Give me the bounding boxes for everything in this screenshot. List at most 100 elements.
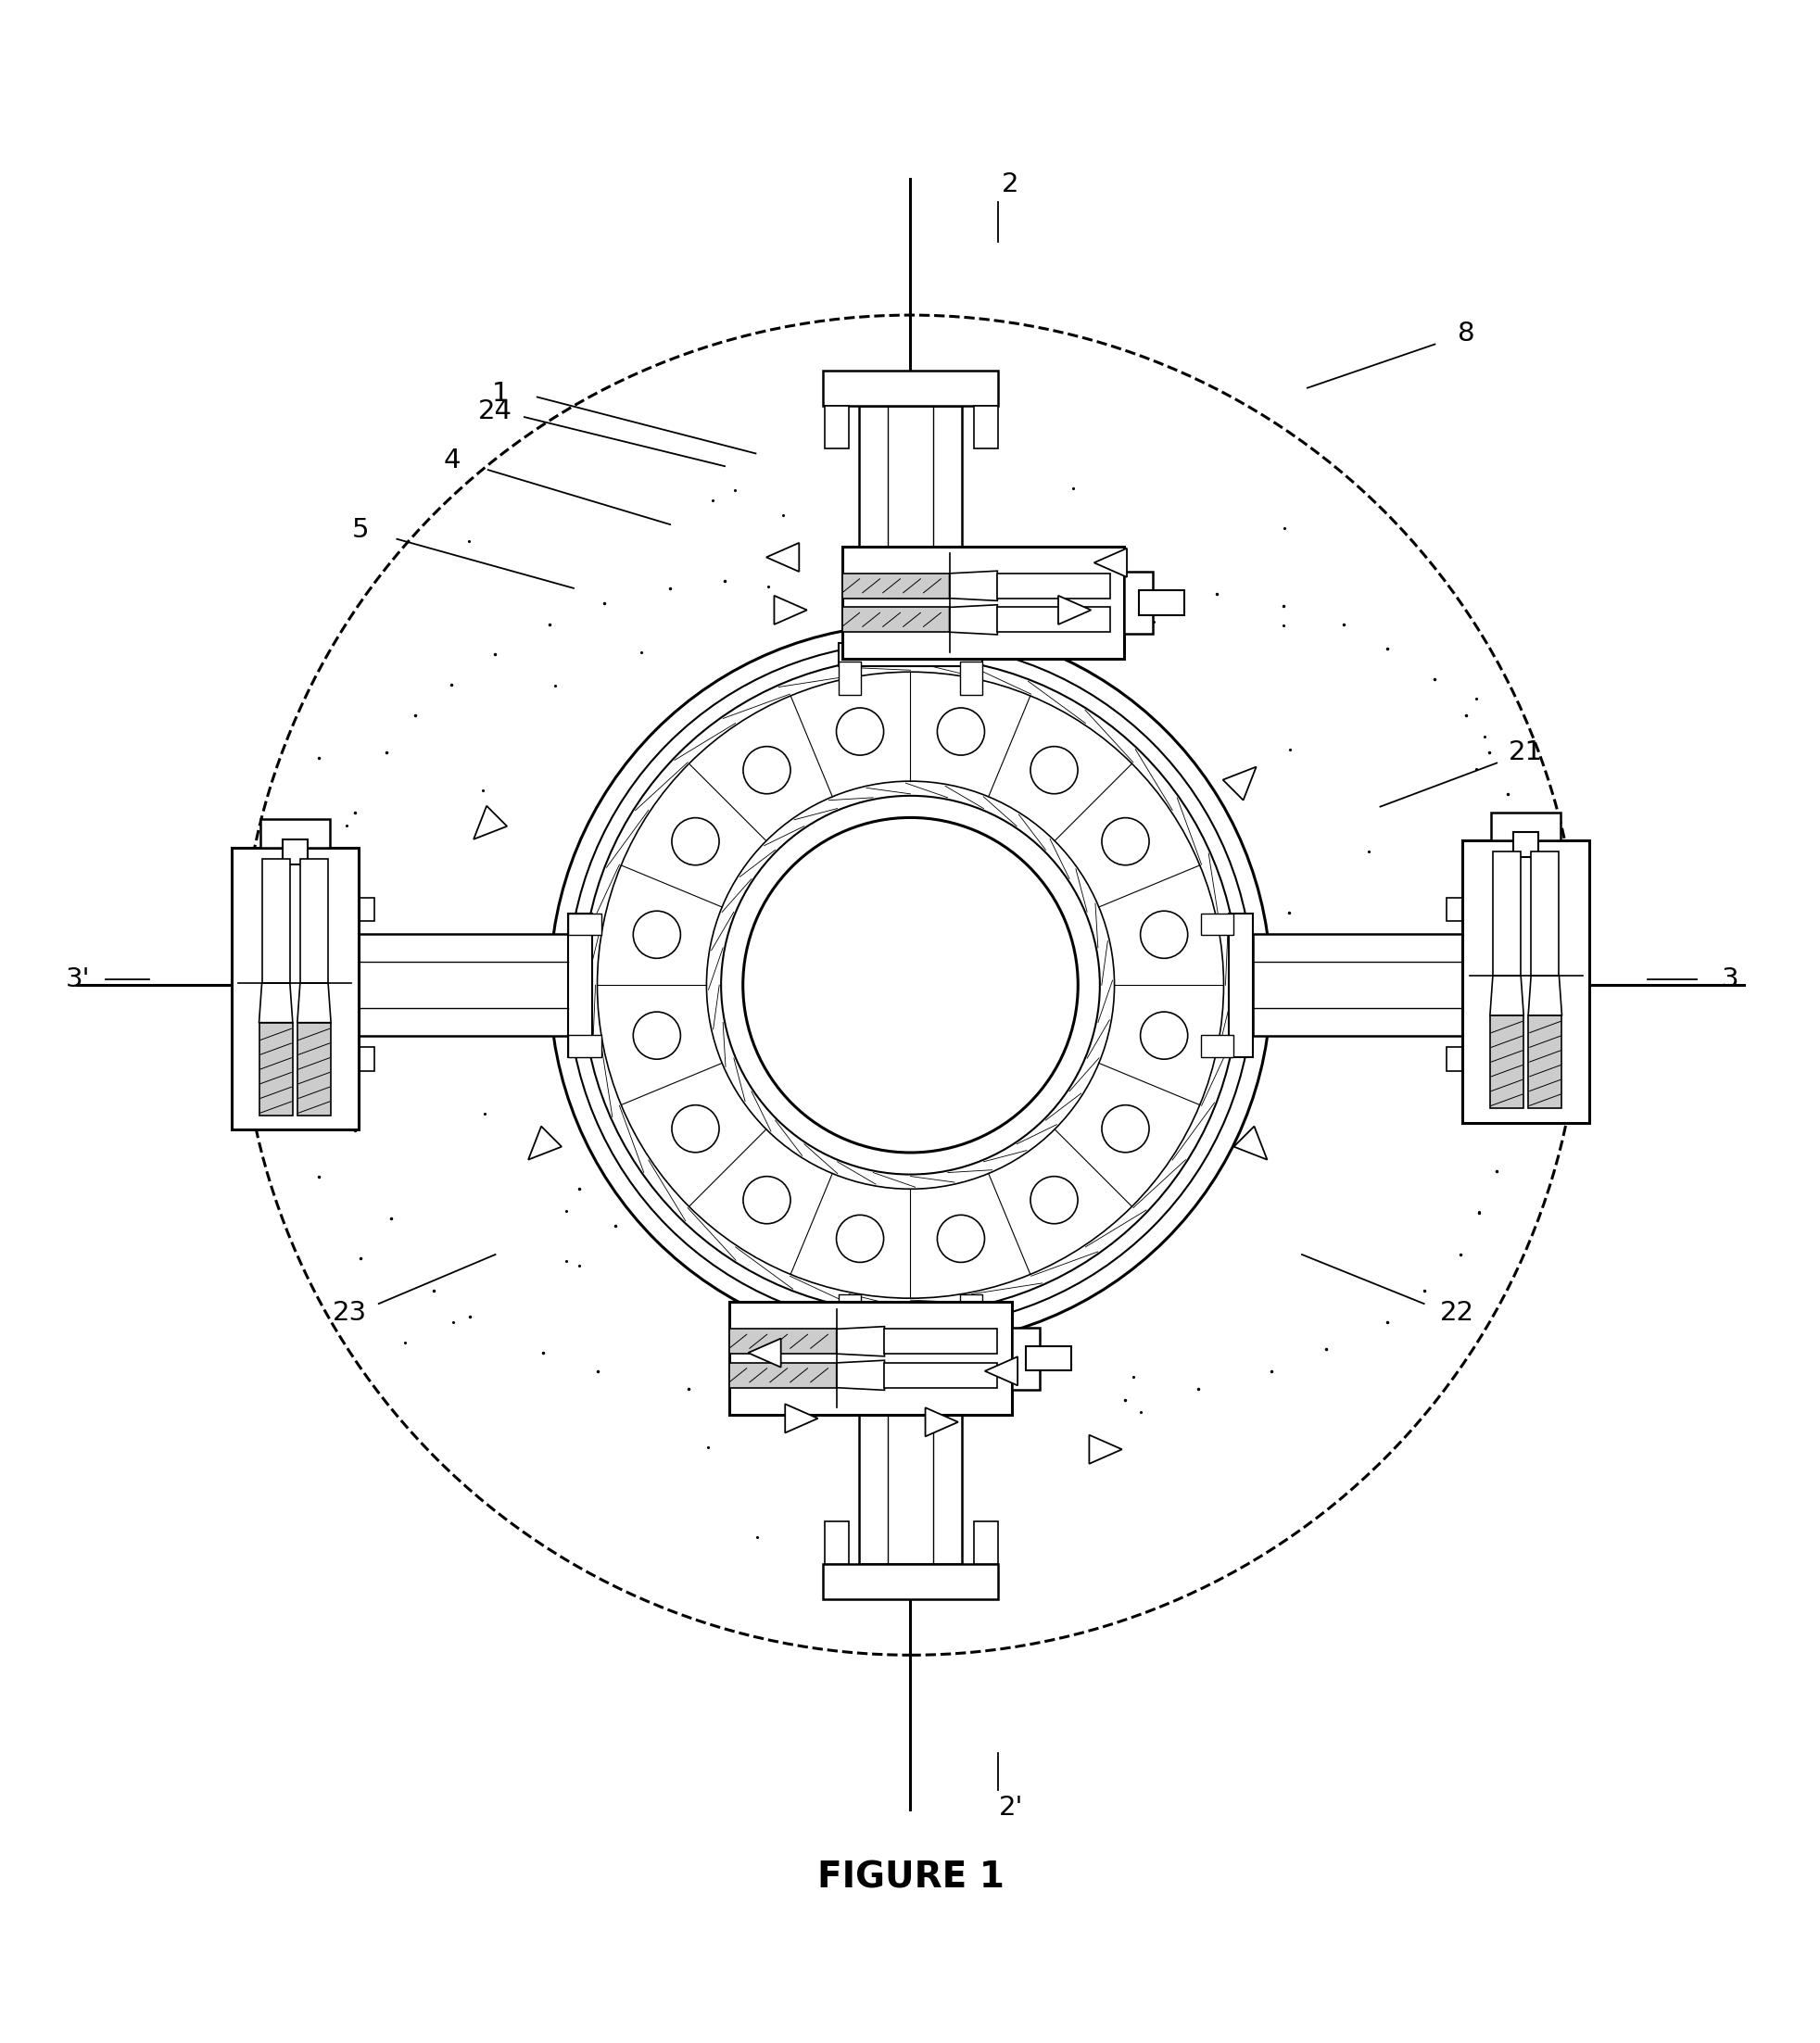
Text: 4: 4 — [442, 447, 460, 474]
Text: 22: 22 — [1440, 1299, 1472, 1326]
Bar — [1199, 913, 1234, 936]
Bar — [839, 644, 981, 666]
Bar — [997, 607, 1110, 631]
Bar — [260, 819, 329, 848]
Text: 5: 5 — [351, 517, 369, 543]
Bar — [974, 1522, 997, 1565]
Bar — [1492, 852, 1520, 977]
Bar — [1012, 1328, 1039, 1389]
Circle shape — [937, 1216, 985, 1263]
Bar — [1228, 913, 1252, 1056]
Polygon shape — [1094, 548, 1127, 576]
Bar — [839, 1303, 981, 1328]
Polygon shape — [1527, 977, 1562, 1015]
Text: 2: 2 — [1001, 172, 1019, 196]
Bar — [300, 858, 328, 983]
Circle shape — [1101, 817, 1148, 864]
Text: 2': 2' — [997, 1796, 1023, 1820]
Bar — [823, 370, 997, 407]
Circle shape — [633, 911, 681, 958]
Circle shape — [743, 746, 790, 795]
Polygon shape — [784, 1404, 817, 1432]
Bar — [885, 1328, 997, 1355]
Bar — [974, 407, 997, 449]
Bar — [839, 662, 861, 695]
Bar — [1447, 1046, 1489, 1071]
Polygon shape — [1223, 766, 1256, 801]
Bar — [1489, 1015, 1523, 1109]
Text: 24: 24 — [479, 398, 511, 425]
Circle shape — [550, 625, 1270, 1346]
Bar — [297, 1024, 331, 1115]
Bar — [823, 1565, 997, 1600]
Bar — [859, 407, 961, 644]
Bar — [728, 1363, 835, 1387]
Circle shape — [835, 1216, 883, 1263]
Polygon shape — [948, 570, 997, 601]
Bar — [1252, 934, 1489, 1036]
Bar — [841, 545, 1125, 660]
Bar — [258, 1024, 293, 1115]
Text: 3: 3 — [1720, 966, 1738, 993]
Bar — [839, 1293, 861, 1328]
Bar — [1026, 1346, 1070, 1371]
Bar — [824, 1522, 848, 1565]
Bar — [331, 1046, 373, 1071]
Bar — [331, 897, 373, 921]
Circle shape — [672, 817, 719, 864]
Polygon shape — [835, 1326, 885, 1357]
Circle shape — [937, 707, 985, 756]
Bar — [1491, 813, 1560, 840]
Bar — [262, 858, 289, 983]
Circle shape — [1101, 1105, 1148, 1152]
Text: 21: 21 — [1509, 740, 1542, 764]
Bar — [1125, 572, 1152, 633]
Bar — [568, 1036, 601, 1056]
Polygon shape — [1234, 1126, 1267, 1160]
Circle shape — [743, 817, 1077, 1152]
Polygon shape — [473, 805, 506, 840]
Bar — [859, 407, 961, 644]
Bar — [859, 1328, 961, 1565]
Bar — [728, 1328, 835, 1355]
Text: 8: 8 — [1456, 321, 1474, 345]
Bar — [1489, 897, 1525, 1073]
Polygon shape — [1489, 977, 1523, 1015]
Circle shape — [1030, 1177, 1077, 1224]
Polygon shape — [297, 983, 331, 1024]
Polygon shape — [528, 1126, 561, 1160]
Circle shape — [633, 1011, 681, 1058]
Bar — [959, 662, 981, 695]
Bar — [841, 607, 948, 631]
Bar — [1527, 1015, 1562, 1109]
Polygon shape — [925, 1408, 957, 1436]
Bar — [1512, 832, 1538, 858]
Bar — [728, 1301, 1012, 1414]
Bar — [841, 574, 948, 599]
Polygon shape — [1057, 597, 1090, 625]
Polygon shape — [748, 1338, 781, 1367]
Polygon shape — [835, 1361, 885, 1389]
Bar — [997, 574, 1110, 599]
Bar — [331, 934, 568, 1036]
Polygon shape — [258, 983, 293, 1024]
Text: 23: 23 — [333, 1299, 366, 1326]
Bar — [824, 407, 848, 449]
Bar — [1461, 840, 1589, 1122]
Text: 1: 1 — [491, 380, 510, 407]
Polygon shape — [948, 605, 997, 635]
Circle shape — [835, 707, 883, 756]
Bar — [568, 913, 601, 936]
Bar — [1531, 852, 1558, 977]
Circle shape — [743, 1177, 790, 1224]
Circle shape — [672, 1105, 719, 1152]
Bar — [1139, 590, 1183, 615]
Bar — [885, 1363, 997, 1387]
Polygon shape — [1088, 1434, 1121, 1463]
Circle shape — [1139, 1011, 1187, 1058]
Bar — [959, 1293, 981, 1328]
Bar — [1447, 897, 1489, 921]
Bar — [282, 840, 308, 864]
Bar — [1199, 1036, 1234, 1056]
Polygon shape — [985, 1357, 1017, 1385]
